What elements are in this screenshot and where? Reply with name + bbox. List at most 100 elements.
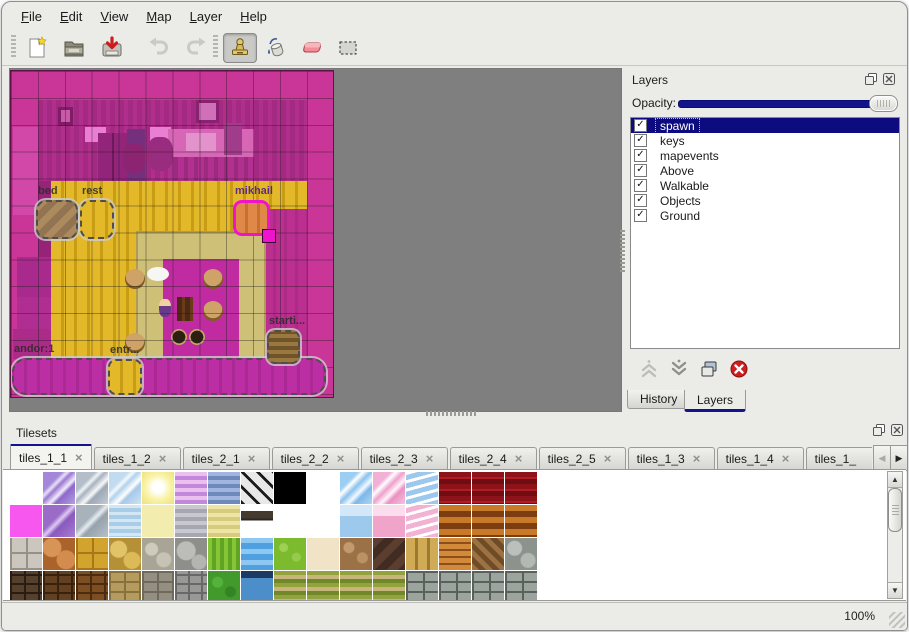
layer-row-Walkable[interactable]: ✓ Walkable — [631, 178, 899, 193]
tileset-tile[interactable] — [43, 538, 75, 570]
tileset-tile[interactable] — [406, 571, 438, 600]
tileset-tile[interactable] — [109, 571, 141, 600]
tileset-tab-tiles-2-1[interactable]: tiles_2_1 × — [182, 447, 270, 469]
tileset-tile[interactable] — [142, 472, 174, 504]
tileset-tile[interactable] — [406, 538, 438, 570]
layers-close-button[interactable] — [882, 72, 896, 85]
redo-button[interactable] — [180, 33, 214, 63]
opacity-slider-handle[interactable] — [869, 95, 898, 112]
tileset-tile[interactable] — [505, 571, 537, 600]
tileset-tile[interactable] — [241, 538, 273, 570]
tileset-tile[interactable] — [175, 505, 207, 537]
map-object-bed[interactable] — [36, 200, 78, 239]
layer-visibility-checkbox[interactable]: ✓ — [634, 179, 647, 192]
toolbar-grip[interactable] — [213, 35, 218, 59]
tileset-tile[interactable] — [43, 571, 75, 600]
tileset-tile[interactable] — [505, 472, 537, 504]
tileset-tile[interactable] — [43, 472, 75, 504]
tileset-tile[interactable] — [307, 538, 339, 570]
tileset-tile[interactable] — [373, 538, 405, 570]
tileset-tile[interactable] — [175, 571, 207, 600]
tab-close-icon[interactable]: × — [75, 450, 83, 465]
tab-close-icon[interactable]: × — [603, 451, 612, 466]
tileset-scrollbar[interactable]: ▲ ▼ — [887, 471, 903, 599]
tileset-tile[interactable] — [76, 505, 108, 537]
tilesets-float-button[interactable] — [872, 423, 886, 436]
duplicate-layer-button[interactable] — [696, 356, 722, 382]
tilesets-close-button[interactable] — [890, 423, 904, 436]
layers-float-button[interactable] — [864, 72, 878, 85]
layer-visibility-checkbox[interactable]: ✓ — [634, 209, 647, 222]
tileset-tile[interactable] — [373, 505, 405, 537]
tileset-tile[interactable] — [439, 472, 471, 504]
tileset-tile[interactable] — [472, 472, 504, 504]
layer-row-Objects[interactable]: ✓ Objects — [631, 193, 899, 208]
tileset-tile[interactable] — [175, 472, 207, 504]
tileset-tab-tiles-1-2[interactable]: tiles_1_2 × — [93, 447, 181, 469]
tileset-tile[interactable] — [340, 571, 372, 600]
tab-close-icon[interactable]: × — [781, 451, 790, 466]
tileset-tile[interactable] — [340, 472, 372, 504]
object-resize-handle[interactable] — [262, 229, 276, 243]
map-object-entr-[interactable] — [108, 359, 142, 395]
tileset-tab-tiles-2-2[interactable]: tiles_2_2 × — [271, 447, 359, 469]
layer-row-Ground[interactable]: ✓ Ground — [631, 208, 899, 223]
menu-map[interactable]: Map — [146, 8, 172, 24]
dock-tab-history[interactable]: History — [627, 390, 691, 409]
tileset-tile[interactable] — [439, 571, 471, 600]
tab-close-icon[interactable]: × — [514, 451, 523, 466]
toolbar-grip[interactable] — [11, 35, 16, 59]
tab-close-icon[interactable]: × — [425, 451, 434, 466]
open-button[interactable] — [57, 33, 91, 63]
splitter-handle-vertical[interactable] — [620, 230, 625, 274]
tileset-tile[interactable] — [439, 505, 471, 537]
tileset-tile[interactable] — [340, 538, 372, 570]
remove-layer-button[interactable] — [726, 356, 752, 382]
tileset-tile[interactable] — [175, 538, 207, 570]
tileset-tile[interactable] — [208, 505, 240, 537]
tileset-tile[interactable] — [241, 571, 273, 600]
tileset-tabs-scroll-right-button[interactable]: ▶ — [890, 445, 907, 471]
tileset-tab-tiles-2-5[interactable]: tiles_2_5 × — [538, 447, 626, 469]
tileset-tile[interactable] — [307, 472, 339, 504]
menu-help[interactable]: Help — [240, 8, 267, 24]
tileset-tile[interactable] — [406, 472, 438, 504]
splitter-handle-horizontal[interactable] — [426, 411, 476, 416]
scroll-down-button[interactable]: ▼ — [888, 582, 902, 598]
tileset-tile[interactable] — [142, 571, 174, 600]
tileset-tile[interactable] — [109, 505, 141, 537]
dock-tab-layers[interactable]: Layers — [684, 390, 747, 412]
menu-layer[interactable]: Layer — [189, 8, 223, 24]
menu-file[interactable]: File — [21, 8, 42, 24]
tileset-tab-tiles-1-4[interactable]: tiles_1_4 × — [716, 447, 804, 469]
save-button[interactable] — [95, 33, 129, 63]
tileset-tile[interactable] — [76, 571, 108, 600]
menu-edit[interactable]: Edit — [59, 8, 83, 24]
tab-close-icon[interactable]: × — [336, 451, 345, 466]
tileset-tile[interactable] — [10, 472, 42, 504]
new-file-button[interactable] — [20, 33, 54, 63]
tileset-tile[interactable] — [142, 538, 174, 570]
tileset-tile[interactable] — [472, 538, 504, 570]
tileset-tab-tiles-1-3[interactable]: tiles_1_3 × — [627, 447, 715, 469]
tileset-tile[interactable] — [472, 505, 504, 537]
map-canvas[interactable]: bed rest mikhail andor:1 entr... starti... — [10, 70, 334, 398]
tileset-tile[interactable] — [274, 571, 306, 600]
layer-row-Above[interactable]: ✓ Above — [631, 163, 899, 178]
tileset-tile[interactable] — [208, 538, 240, 570]
resize-grip[interactable] — [889, 612, 905, 628]
opacity-slider-track[interactable] — [678, 100, 894, 108]
tileset-tile[interactable] — [208, 571, 240, 600]
map-object-andor-1[interactable] — [12, 358, 326, 395]
tileset-tile[interactable] — [10, 505, 42, 537]
tileset-tile[interactable] — [472, 571, 504, 600]
map-object-starti-[interactable] — [267, 330, 300, 364]
tileset-tab-tiles-2-4[interactable]: tiles_2_4 × — [449, 447, 537, 469]
tileset-tile[interactable] — [505, 538, 537, 570]
tileset-tile[interactable] — [505, 505, 537, 537]
tileset-tile[interactable] — [76, 472, 108, 504]
tab-close-icon[interactable]: × — [692, 451, 701, 466]
tileset-tile[interactable] — [307, 571, 339, 600]
tileset-tile[interactable] — [241, 505, 273, 537]
tileset-tile[interactable] — [109, 472, 141, 504]
